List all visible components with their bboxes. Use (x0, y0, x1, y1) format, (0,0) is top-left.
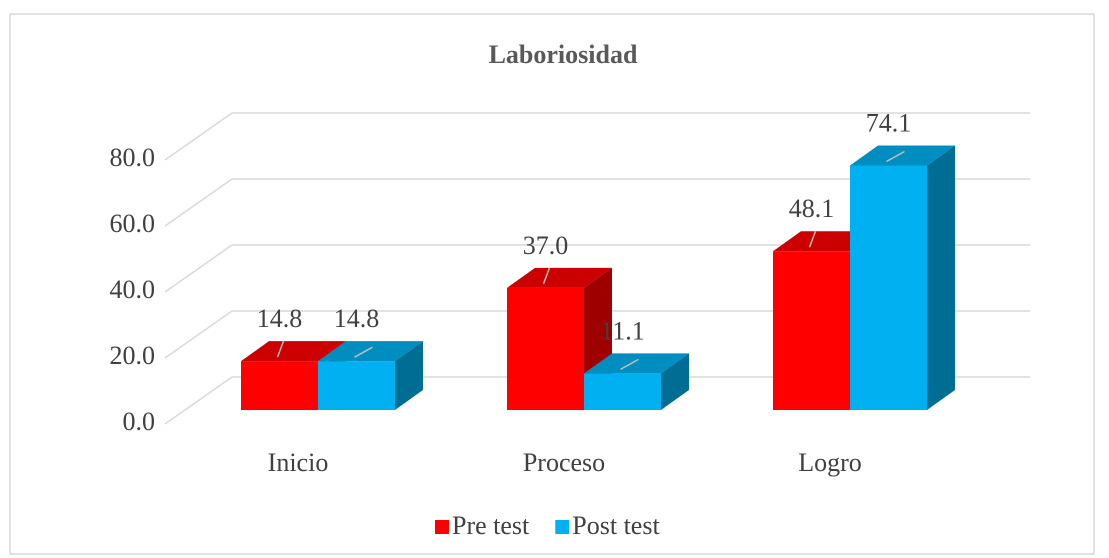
bar-side (927, 145, 955, 410)
grid-line (164, 244, 233, 293)
bar-top (584, 353, 689, 374)
leader-line (354, 346, 373, 358)
x-tick-label: Inicio (268, 448, 329, 477)
legend-swatch (555, 520, 570, 534)
legend-label: Pre test (452, 511, 530, 540)
leader-line (620, 358, 639, 371)
data-label: 14.8 (334, 304, 380, 333)
bar (318, 341, 423, 410)
y-tick-label: 40.0 (110, 275, 156, 304)
y-tick-label: 0.0 (123, 407, 156, 436)
leader-line (542, 267, 551, 285)
leader-line (886, 150, 905, 163)
x-tick-label: Logro (798, 448, 862, 477)
bar-front (773, 251, 850, 410)
bar-front (241, 361, 318, 410)
bar-front (318, 361, 395, 410)
bar-top (318, 341, 423, 362)
bar-front (507, 287, 584, 410)
leader-line (276, 340, 285, 358)
bar (584, 353, 689, 410)
bar (850, 145, 955, 410)
grid-line (164, 376, 233, 425)
bar-front (850, 165, 927, 410)
legend-label: Post test (572, 511, 660, 540)
grid-line (164, 310, 233, 359)
y-tick-label: 20.0 (110, 341, 156, 370)
y-tick-label: 80.0 (110, 143, 156, 172)
grid-line (164, 112, 233, 161)
legend-swatch (435, 520, 449, 534)
bar-top (241, 341, 346, 362)
data-label: 74.1 (866, 108, 912, 137)
bar-side (661, 353, 689, 410)
chart-title: Laboriosidad (489, 40, 638, 69)
data-label: 11.1 (600, 316, 645, 345)
bar-front (584, 373, 661, 410)
y-tick-label: 60.0 (110, 209, 156, 238)
grid-line (164, 178, 233, 227)
data-label: 37.0 (523, 231, 569, 260)
x-tick-label: Proceso (523, 448, 605, 477)
leader-line (808, 231, 817, 248)
bar-top (850, 145, 955, 166)
data-label: 48.1 (789, 194, 835, 223)
data-label: 14.8 (257, 304, 303, 333)
bar-side (395, 341, 423, 410)
bar-top (507, 267, 612, 288)
